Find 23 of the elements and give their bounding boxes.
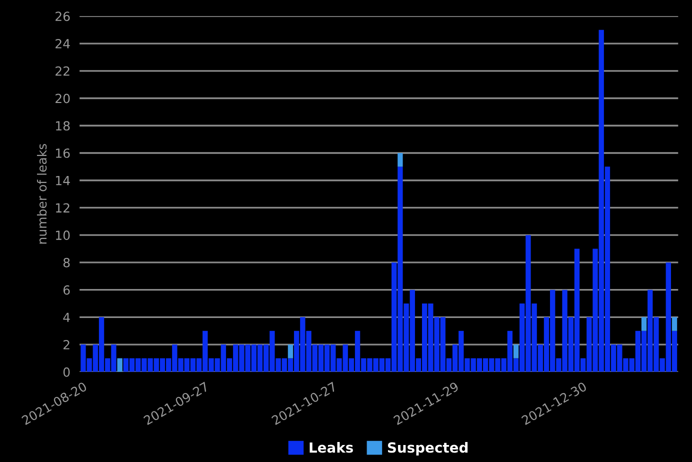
bar bbox=[398, 152, 403, 167]
bar bbox=[288, 344, 294, 358]
y-tick-label: 0 bbox=[63, 367, 70, 377]
y-tick-label: 26 bbox=[56, 12, 70, 22]
y-tick-label: 4 bbox=[63, 312, 70, 322]
y-tick-label: 16 bbox=[56, 148, 70, 158]
y-tick-label: 12 bbox=[56, 203, 70, 212]
bar bbox=[117, 358, 122, 372]
y-tick-label: 18 bbox=[56, 121, 70, 131]
y-tick-label: 10 bbox=[56, 230, 70, 240]
y-tick-label: 6 bbox=[63, 285, 70, 295]
bar bbox=[672, 317, 678, 331]
legend-label: Suspected bbox=[388, 442, 468, 456]
y-axis-title: number of leaks bbox=[36, 144, 47, 244]
y-tick-label: 24 bbox=[56, 39, 70, 48]
y-tick-label: 22 bbox=[56, 66, 70, 76]
bar bbox=[513, 344, 519, 358]
y-tick-label: 20 bbox=[56, 94, 70, 104]
y-tick-label: 8 bbox=[63, 258, 70, 268]
legend-label: Leaks bbox=[310, 442, 353, 453]
bar bbox=[641, 317, 647, 331]
y-tick-label: 14 bbox=[56, 176, 70, 186]
y-tick-label: 2 bbox=[64, 340, 70, 350]
